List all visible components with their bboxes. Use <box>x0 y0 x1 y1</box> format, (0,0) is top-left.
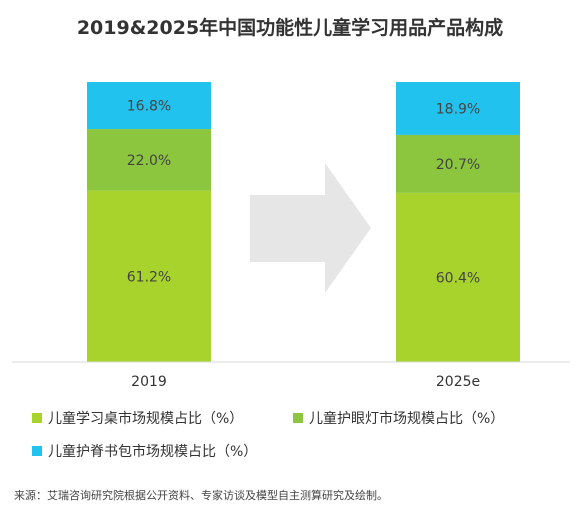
legend-label-2: 儿童护脊书包市场规模占比（%） <box>48 443 257 460</box>
x-tick-label-2025e: 2025e <box>436 374 480 390</box>
bar-segment-2025e-s1 <box>396 134 520 193</box>
data-label-2019-s1: 22.0% <box>127 153 171 169</box>
bar-segment-2025e-s2 <box>396 82 520 135</box>
data-label-2025e-s2: 18.9% <box>436 101 480 117</box>
data-label-2025e-s0: 60.4% <box>436 270 480 286</box>
bar-segment-2019-s2 <box>87 82 211 130</box>
bar-segment-2025e-s0 <box>396 192 520 362</box>
data-label-2019-s0: 61.2% <box>127 269 171 285</box>
x-ticks: 2019 2025e <box>131 374 480 390</box>
chart-title: 2019&2025年中国功能性儿童学习用品产品构成 <box>77 16 503 39</box>
bars-layer: 61.2% 22.0% 16.8% 60.4% 20.7% 18.9% <box>87 82 520 362</box>
legend-label-1: 儿童护眼灯市场规模占比（%） <box>309 410 504 427</box>
legend-swatch-2 <box>32 446 42 456</box>
data-label-2019-s2: 16.8% <box>127 99 171 115</box>
data-label-2025e-s1: 20.7% <box>436 157 480 173</box>
bar-segment-2019-s1 <box>87 129 211 191</box>
source-note: 来源：艾瑞咨询研究院根据公开资料、专家访谈及模型自主测算研究及绘制。 <box>14 488 388 502</box>
legend-swatch-1 <box>293 413 303 423</box>
legend: 儿童学习桌市场规模占比（%） 儿童护眼灯市场规模占比（%） 儿童护脊书包市场规模占比… <box>32 410 504 460</box>
bar-segment-2019-s0 <box>87 190 211 362</box>
legend-label-0: 儿童学习桌市场规模占比（%） <box>48 410 243 427</box>
legend-swatch-0 <box>32 413 42 423</box>
x-tick-label-2019: 2019 <box>131 374 167 390</box>
growth-arrow-icon <box>250 163 371 293</box>
